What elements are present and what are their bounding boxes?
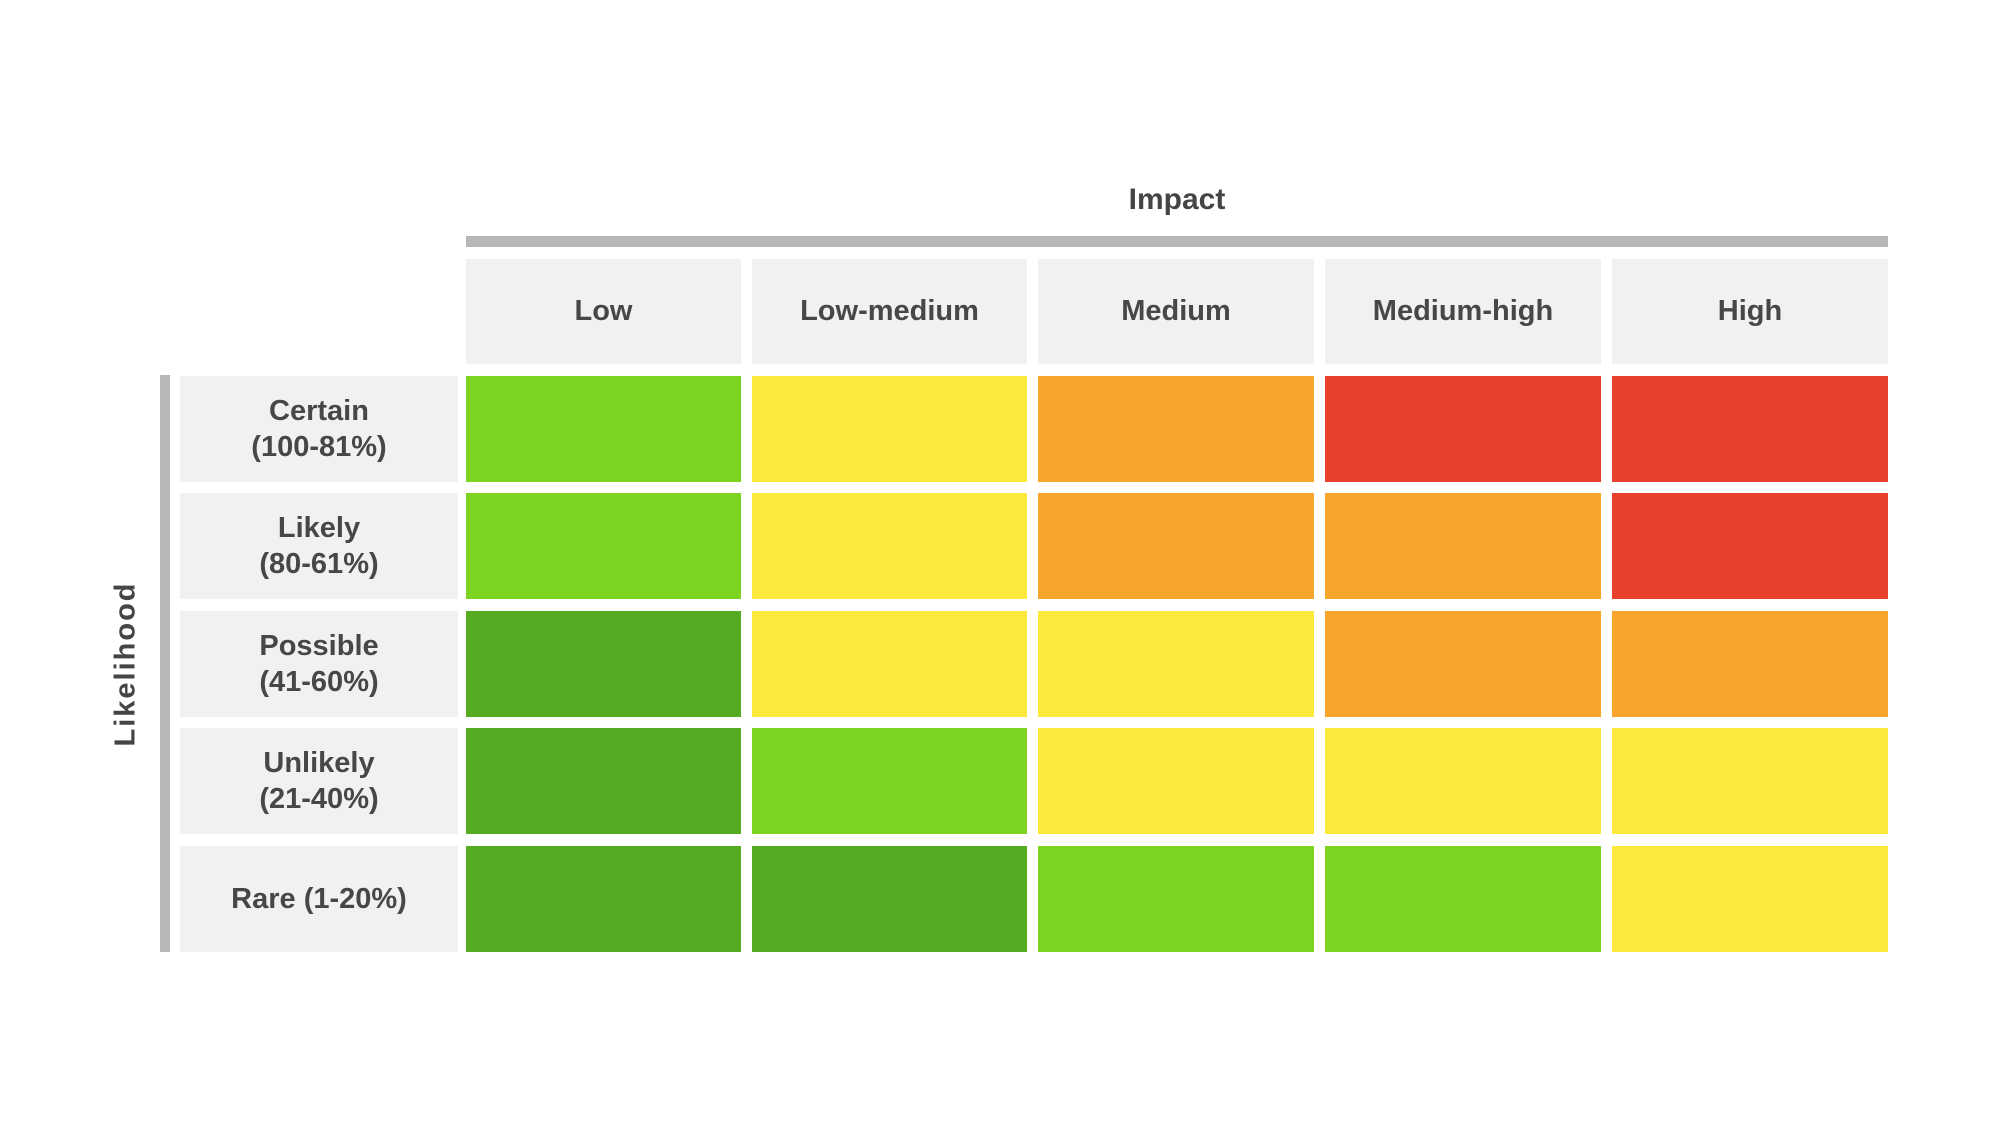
cell-likely-low <box>466 493 741 599</box>
row-range: (100-81%) <box>251 430 387 463</box>
cell-certain-medium-high <box>1325 375 1601 482</box>
cell-rare-1-20-high <box>1612 845 1888 952</box>
cell-certain-high <box>1612 375 1888 482</box>
cell-certain-low-medium <box>752 375 1027 482</box>
cell-certain-medium <box>1038 375 1314 482</box>
cell-possible-medium <box>1038 610 1314 717</box>
cell-unlikely-high <box>1612 728 1888 834</box>
cell-unlikely-low-medium <box>752 728 1027 834</box>
cell-possible-low <box>466 610 741 717</box>
column-header-high: High <box>1612 259 1888 364</box>
cell-unlikely-medium-high <box>1325 728 1601 834</box>
row-header-likely: Likely (80-61%) <box>180 493 458 599</box>
row-label: Possible <box>259 629 379 662</box>
cell-rare-1-20-medium <box>1038 845 1314 952</box>
cell-rare-1-20-low <box>466 845 741 952</box>
row-range: (41-60%) <box>259 665 379 698</box>
cell-possible-low-medium <box>752 610 1027 717</box>
row-header-unlikely: Unlikely (21-40%) <box>180 728 458 834</box>
row-range: (21-40%) <box>259 783 379 815</box>
row-label: Likely <box>277 512 361 544</box>
likelihood-axis-bar <box>160 375 170 952</box>
row-label: Certain <box>269 394 369 427</box>
cell-certain-low <box>466 375 741 482</box>
cell-likely-high <box>1612 493 1888 599</box>
cell-rare-1-20-low-medium <box>752 845 1027 952</box>
cell-unlikely-low <box>466 728 741 834</box>
row-header-possible: Possible (41-60%) <box>180 610 458 717</box>
risk-matrix-grid: Low Low-medium Medium Medium-high High Certai… <box>180 259 1888 952</box>
column-header-low: Low <box>466 259 741 364</box>
row-header-rare-1-20: Rare (1-20%) <box>180 845 458 952</box>
column-header-medium: Medium <box>1038 259 1314 364</box>
column-header-medium-high: Medium-high <box>1325 259 1601 364</box>
cell-likely-medium <box>1038 493 1314 599</box>
row-label: Rare (1-20%) <box>231 882 407 915</box>
likelihood-axis-title: Likelihood <box>109 581 142 747</box>
cell-likely-low-medium <box>752 493 1027 599</box>
column-header-low-medium: Low-medium <box>752 259 1027 364</box>
cell-unlikely-medium <box>1038 728 1314 834</box>
cell-possible-high <box>1612 610 1888 717</box>
row-label: Unlikely <box>263 747 375 779</box>
cell-rare-1-20-medium-high <box>1325 845 1601 952</box>
row-range: (80-61%) <box>259 548 379 580</box>
impact-axis-title: Impact <box>1128 183 1226 216</box>
cell-likely-medium-high <box>1325 493 1601 599</box>
row-header-certain: Certain (100-81%) <box>180 375 458 482</box>
cell-possible-medium-high <box>1325 610 1601 717</box>
impact-axis-bar <box>466 236 1888 247</box>
